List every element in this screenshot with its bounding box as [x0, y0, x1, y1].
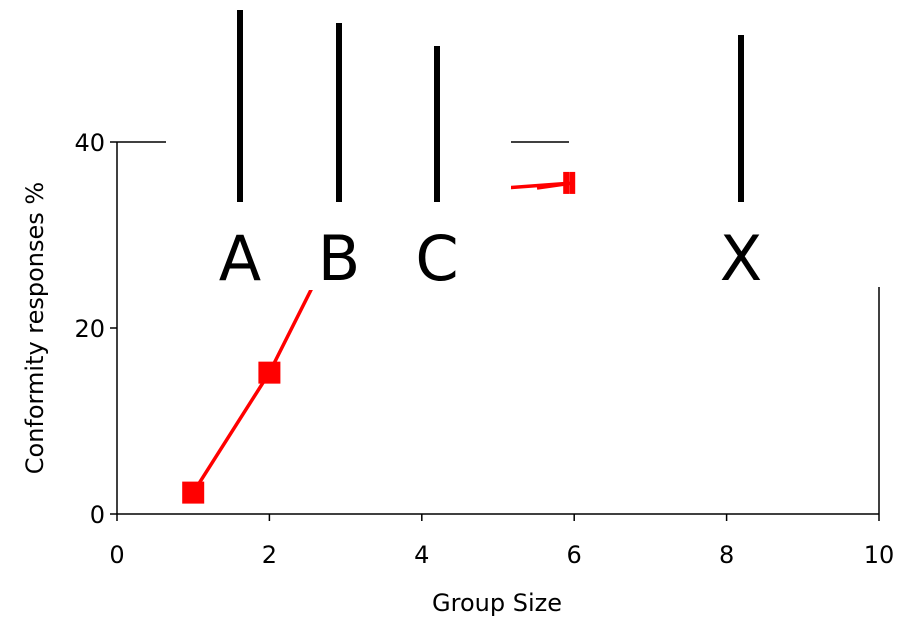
x-tick-label: 10	[864, 541, 895, 569]
x-tick-label: 2	[262, 541, 277, 569]
x-tick-label: 6	[567, 541, 582, 569]
x-tick-label: 8	[719, 541, 734, 569]
y-tick-label: 40	[74, 129, 105, 157]
series-fragment-cap	[569, 171, 576, 194]
y-axis-title: Conformity responses %	[21, 182, 49, 474]
y-axis-ticks: 0 20 40	[74, 129, 117, 529]
data-point-marker	[182, 481, 205, 504]
stimulus-label-a: A	[219, 222, 261, 295]
x-tick-label: 4	[414, 541, 429, 569]
x-axis-title: Group Size	[432, 589, 562, 617]
x-tick-label: 0	[109, 541, 124, 569]
stimulus-label-c: C	[415, 222, 458, 295]
data-point-marker	[258, 361, 281, 384]
y-tick-label: 0	[90, 501, 105, 529]
y-tick-label: 20	[74, 315, 105, 343]
stimulus-label-b: B	[318, 222, 361, 295]
series-fragment	[536, 181, 574, 190]
x-axis-ticks: 0 2 4 6 8 10	[109, 514, 894, 569]
stimulus-label-x: X	[720, 222, 762, 295]
